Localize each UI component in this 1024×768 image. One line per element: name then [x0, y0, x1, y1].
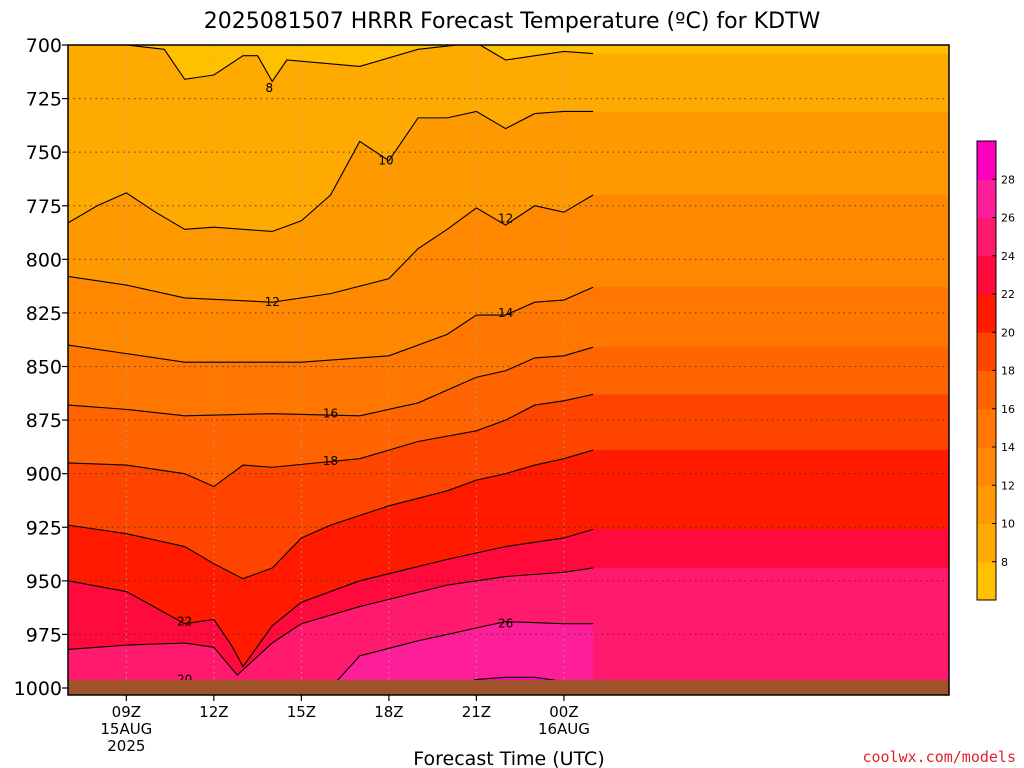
- colorbar-swatch: [977, 217, 996, 257]
- y-tick-label: 900: [26, 464, 62, 486]
- y-axis: 700 725 750 775 800 825 850 875 900 925 950 975 1000: [14, 35, 68, 700]
- y-tick-label: 775: [26, 196, 62, 218]
- colorbar-swatch: [977, 485, 996, 524]
- credit-text: coolwx.com/models: [862, 748, 1016, 766]
- colorbar-tick-label: 20: [1001, 326, 1015, 339]
- contour-label: 12: [498, 212, 513, 226]
- isotherm-line: [68, 528, 594, 668]
- colorbar-swatch: [977, 523, 996, 563]
- y-tick-label: 725: [26, 89, 62, 111]
- contour-label: 10: [378, 154, 393, 168]
- colorbar-swatch: [977, 255, 996, 295]
- isotherm-line: [68, 393, 594, 488]
- colorbar-tick-label: 28: [1001, 173, 1015, 186]
- y-tick-label: 950: [26, 571, 62, 593]
- x-tick-label: 15AUG: [100, 720, 152, 738]
- colorbar-tick-label: 16: [1001, 403, 1015, 416]
- temperature-band: [474, 677, 554, 680]
- grid-layer: [68, 45, 949, 680]
- colorbar-tick-label: 8: [1001, 556, 1008, 569]
- colorbar-tick-label: 18: [1001, 365, 1015, 378]
- isotherm-line: [472, 676, 558, 680]
- colorbar-swatch: [977, 332, 996, 371]
- colorbar-swatch: [977, 561, 996, 601]
- plot-area: 8 10 12 12 14 16 18 22 20 26: [68, 45, 949, 686]
- y-tick-label: 975: [26, 624, 62, 646]
- contour-label: 26: [498, 617, 513, 631]
- y-tick-label: 875: [26, 410, 62, 432]
- y-tick-label: 800: [26, 249, 62, 271]
- x-tick-label: 21Z: [462, 703, 491, 721]
- colorbar-swatch: [977, 447, 996, 486]
- contour-label: 16: [323, 407, 338, 421]
- contour-label: 18: [323, 454, 338, 468]
- plot-frame: [67, 44, 950, 696]
- colorbar-tick-label: 22: [1001, 288, 1015, 301]
- colorbar-tick-label: 10: [1001, 518, 1015, 531]
- y-tick-label: 750: [26, 142, 62, 164]
- contour-label: 14: [498, 306, 513, 320]
- y-tick-label: 1000: [14, 678, 62, 700]
- isotherm-line: [68, 449, 594, 580]
- y-tick-label: 925: [26, 517, 62, 539]
- x-tick-label: 09Z: [112, 703, 141, 721]
- colorbar-swatch: [977, 141, 996, 180]
- contour-label-layer: 8 10 12 12 14 16 18 22 20 26: [177, 81, 513, 686]
- y-tick-label: 825: [26, 303, 62, 325]
- x-tick-label: 12Z: [199, 703, 228, 721]
- x-tick-label: 00Z: [549, 703, 578, 721]
- isotherm-line: [68, 346, 594, 417]
- isotherm-line: [337, 621, 594, 680]
- colorbar-tick-label: 12: [1001, 479, 1015, 492]
- isotherm-line: [68, 567, 594, 676]
- x-tick-label: 2025: [107, 737, 145, 755]
- x-axis-title: Forecast Time (UTC): [413, 748, 604, 768]
- contour-label: 8: [265, 81, 273, 95]
- y-tick-label: 700: [26, 35, 62, 57]
- ground-strip: [68, 680, 949, 695]
- colorbar-tick-label: 14: [1001, 441, 1015, 454]
- temperature-band: [337, 621, 594, 680]
- x-tick-label: 16AUG: [538, 720, 590, 738]
- temperature-fill-layer: [68, 45, 949, 680]
- colorbar: 8 10 12 14 16 18 20 22 24 26 28: [976, 140, 1015, 601]
- chart-title: 2025081507 HRRR Forecast Temperature (ºC…: [204, 9, 821, 34]
- y-tick-label: 850: [26, 357, 62, 379]
- colorbar-swatch: [977, 370, 996, 410]
- isotherm-line: [68, 194, 594, 303]
- isotherm-line: [68, 286, 594, 363]
- x-tick-label: 15Z: [287, 703, 316, 721]
- x-tick-label: 18Z: [374, 703, 403, 721]
- colorbar-tick-label: 24: [1001, 250, 1015, 263]
- isotherm-layer: [68, 45, 594, 680]
- colorbar-swatch: [977, 179, 996, 218]
- colorbar-tick-label: 26: [1001, 212, 1015, 225]
- isotherm-line: [68, 110, 594, 233]
- contour-label: 12: [265, 295, 280, 309]
- isotherm-line: [68, 45, 594, 83]
- colorbar-swatch: [977, 294, 996, 333]
- contour-label: 22: [177, 615, 192, 629]
- contour-label: 20: [177, 672, 192, 686]
- colorbar-swatch: [977, 408, 996, 448]
